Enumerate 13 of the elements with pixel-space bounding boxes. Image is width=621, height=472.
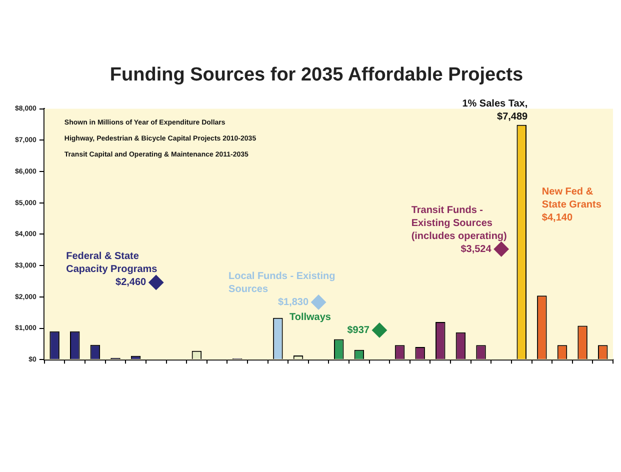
- data-label: $7,489: [497, 112, 528, 123]
- text: New Fed & State Grants: [542, 186, 602, 210]
- chart-title: Funding Sources for 2035 Affordable Projects: [110, 64, 524, 86]
- text: Tollways: [289, 312, 332, 323]
- series-label: Local Funds - Existing Sources: [228, 270, 336, 295]
- annotation: $4,140: [542, 212, 573, 224]
- data-label: $3,524: [460, 244, 492, 255]
- data-label: $2,460: [116, 277, 147, 288]
- series-label: 1% Sales Tax,: [462, 98, 528, 110]
- series-label: Transit Funds - Existing Sources (includes operating): [411, 204, 507, 242]
- series-label: Federal & State Capacity Programs: [66, 251, 158, 276]
- data-label: $1,830: [278, 296, 309, 308]
- data-label: $937: [347, 324, 370, 336]
